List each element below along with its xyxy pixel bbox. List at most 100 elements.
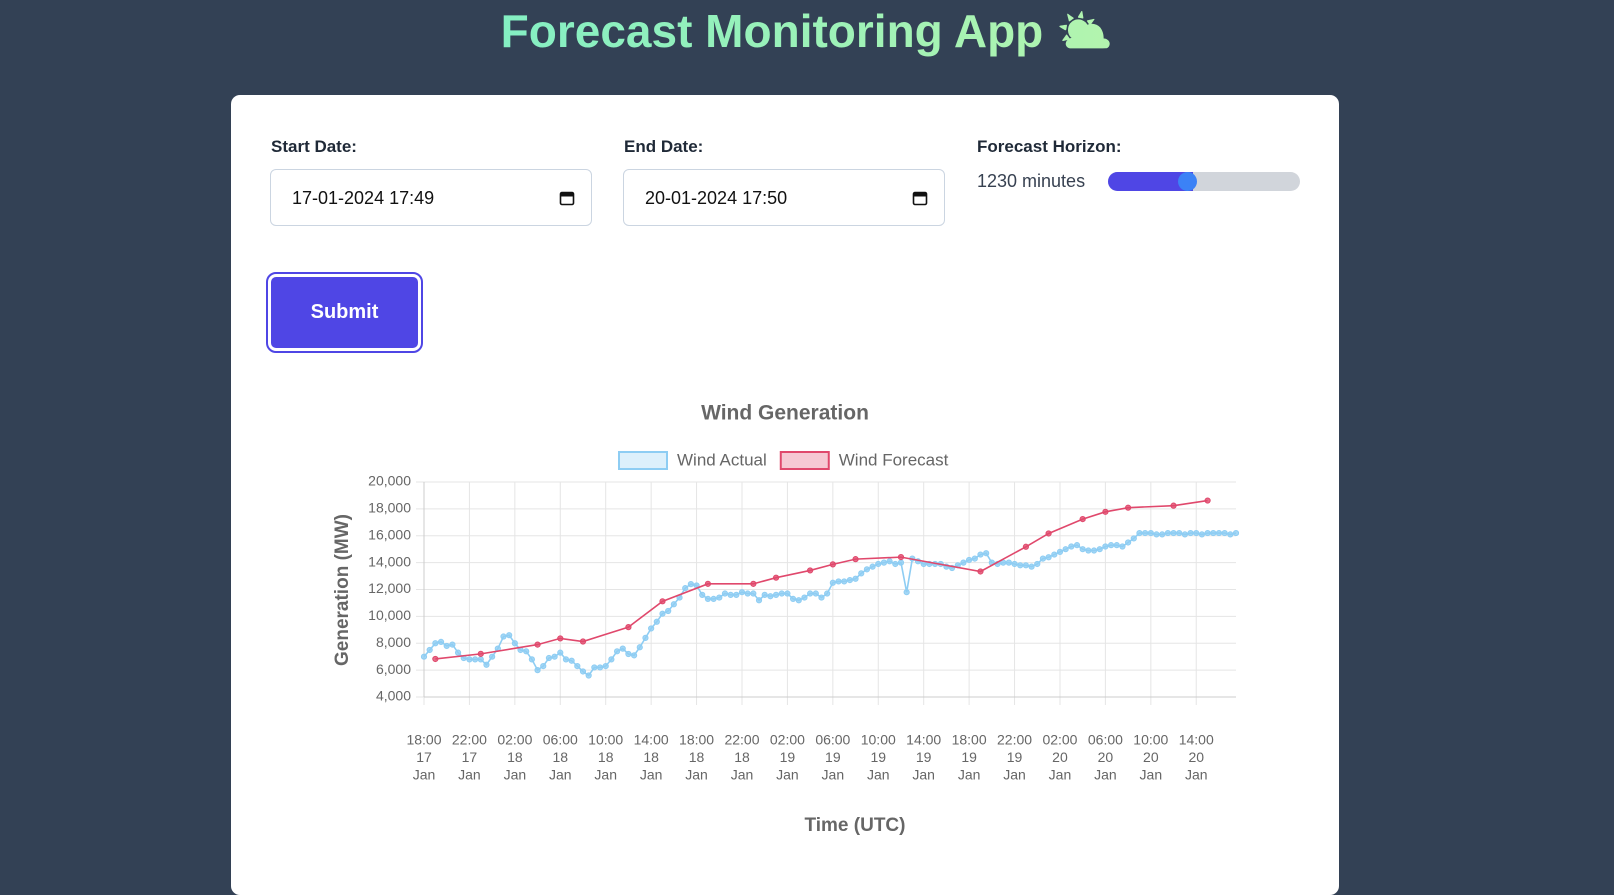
data-point [829,579,836,586]
data-point [880,559,888,566]
y-tick-label: 16,000 [368,526,411,542]
x-tick-label: Jan [640,767,663,783]
data-point [801,594,808,601]
data-point [585,672,592,679]
data-point [534,667,541,674]
y-tick-label: 4,000 [376,688,411,704]
data-point [540,662,547,670]
data-point [636,644,643,651]
slider-fill [1108,172,1193,191]
data-point [432,640,439,647]
data-point [852,575,859,582]
data-point [892,560,899,568]
data-point [483,661,490,668]
y-axis-title: Generation (MW) [332,514,353,666]
data-point [704,580,712,587]
data-point [687,581,694,588]
data-point [619,645,626,652]
x-tick-label: 19 [961,749,977,765]
data-point [852,556,859,563]
data-point [1062,546,1069,553]
data-point [807,567,814,574]
y-tick-label: 20,000 [368,473,411,489]
app-title: Forecast Monitoring App ⛅ [0,4,1614,59]
data-point [1034,560,1041,568]
data-point [1045,554,1052,561]
data-point [665,607,672,615]
body: Forecast Monitoring App ⛅ Start Date: 17… [0,4,1614,895]
data-point [744,590,751,597]
data-point [613,648,621,655]
data-point [1039,555,1047,562]
data-point [500,633,507,640]
legend-swatch [779,451,830,470]
data-point [545,654,553,662]
data-point [772,574,780,581]
horizon-label: Forecast Horizon: [977,137,1122,156]
data-point [971,555,978,562]
data-point [437,638,445,646]
x-tick-label: 18:00 [679,732,714,748]
x-tick-label: Jan [731,767,754,783]
data-point [1193,529,1200,537]
data-point [789,595,797,603]
data-point [682,585,689,592]
x-tick-label: 20 [1188,749,1204,765]
data-point [443,642,450,650]
data-point [1153,531,1160,538]
data-point [1125,504,1132,511]
x-tick-label: 18 [598,749,614,765]
x-tick-label: Jan [867,767,890,783]
data-point [858,570,865,577]
data-point [772,591,780,598]
data-point [523,648,530,655]
data-point [733,591,740,598]
data-point [983,550,990,557]
x-tick-label: 06:00 [1088,732,1123,748]
x-tick-label: Jan [1140,767,1163,783]
data-point [977,568,984,575]
x-tick-label: 02:00 [1042,732,1077,748]
data-point [966,556,973,564]
data-point [506,632,513,639]
start-input[interactable]: 17-01-2024 17:49 [270,169,592,226]
data-point [886,558,893,565]
x-tick-label: 19 [916,749,932,765]
x-tick-label: 02:00 [770,732,805,748]
data-point [659,598,666,605]
data-point [784,590,791,597]
submit-button[interactable]: Submit [266,272,423,353]
series-line [423,532,1237,677]
x-tick-label: Jan [458,767,481,783]
horizon-slider[interactable] [1108,172,1300,191]
data-point [1130,535,1137,542]
data-point [602,662,609,670]
data-point [562,656,570,663]
data-point [846,576,853,584]
data-point [829,561,836,568]
slider-thumb[interactable] [1178,172,1197,191]
end-input[interactable]: 20-01-2024 17:50 [623,169,945,226]
data-point [1079,515,1086,523]
data-point [579,638,587,645]
x-tick-label: 10:00 [1133,732,1168,748]
x-tick-label: Jan [504,767,527,783]
start-label: Start Date: [271,137,357,156]
data-point [608,656,615,663]
x-tick-label: 02:00 [497,732,532,748]
x-tick-label: Jan [413,767,436,783]
data-point [420,653,428,660]
data-point [761,591,768,598]
data-point [1170,529,1177,537]
chart: Wind Generation Time (UTC) Generation (M… [332,402,1240,836]
data-point [897,554,905,561]
horizon-value: 1230 minutes [977,171,1086,191]
data-point [1204,497,1211,504]
data-point [557,635,564,642]
data-point [591,664,598,671]
data-point [835,578,842,585]
data-point [477,650,484,657]
legend-swatch [618,451,668,470]
data-point [477,656,484,663]
data-point [625,650,632,658]
